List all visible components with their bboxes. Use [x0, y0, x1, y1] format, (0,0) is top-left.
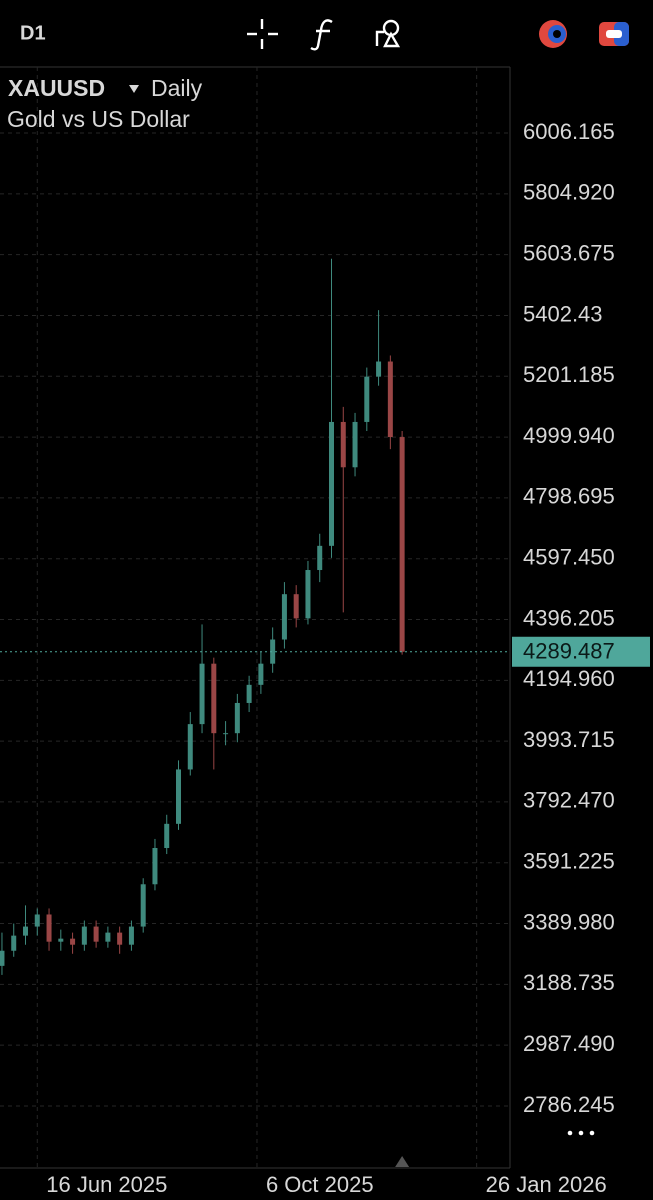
candle-body — [105, 932, 111, 942]
y-tick-label: 3389.980 — [523, 909, 615, 934]
timeframe-button[interactable]: D1 — [20, 22, 46, 44]
candle-body — [340, 421, 346, 468]
candle-body — [152, 848, 158, 885]
candle-body — [81, 926, 87, 945]
symbol-dropdown[interactable] — [129, 85, 139, 93]
y-tick-label: 3993.715 — [523, 727, 615, 752]
y-tick-label: 4597.450 — [523, 545, 615, 570]
drawing-tools-icon[interactable] — [375, 19, 401, 48]
candle-body — [293, 594, 299, 619]
candle-body — [376, 361, 382, 377]
candle-body — [364, 376, 370, 422]
y-tick-label: 4194.960 — [523, 666, 615, 691]
candle-body — [128, 926, 134, 945]
symbol[interactable]: XAUUSD — [8, 75, 105, 101]
candle-body — [246, 684, 252, 703]
x-tick-label: 26 Jan 2026 — [486, 1172, 607, 1197]
last-price-box — [512, 636, 650, 667]
y-tick-label: 2786.245 — [523, 1092, 615, 1117]
more-button[interactable] — [567, 1130, 595, 1136]
candle-body — [211, 663, 217, 734]
candle-body — [305, 570, 311, 619]
indicators-icon[interactable] — [310, 19, 333, 51]
candle-body — [399, 437, 405, 652]
interval: Daily — [151, 75, 203, 101]
candle-body — [58, 938, 64, 942]
candle-body — [281, 594, 287, 640]
y-tick-label: 2987.490 — [523, 1031, 615, 1056]
candle-body — [46, 914, 52, 942]
candle-body — [199, 663, 205, 725]
candle-body — [234, 702, 240, 734]
candle-body — [23, 926, 28, 936]
candle-body — [93, 926, 99, 942]
candle-body — [387, 361, 393, 438]
y-tick-label: 5201.185 — [523, 362, 615, 387]
y-tick-label: 3792.470 — [523, 788, 615, 813]
y-tick-label: 3188.735 — [523, 970, 615, 995]
plot — [0, 67, 510, 1168]
last-price-label: 4289.487 — [523, 639, 615, 664]
y-tick-label: 5603.675 — [523, 240, 615, 265]
trade-icon[interactable] — [599, 22, 629, 46]
y-tick-label: 4396.205 — [523, 605, 615, 630]
last-bar-marker — [395, 1156, 410, 1167]
symbol-description: Gold vs US Dollar — [7, 106, 190, 132]
candle-body — [11, 935, 17, 951]
x-tick-label: 6 Oct 2025 — [266, 1172, 374, 1197]
candle-body — [329, 421, 334, 546]
candle-body — [176, 769, 181, 824]
candle-body — [70, 938, 76, 945]
y-tick-label: 4798.695 — [523, 484, 615, 509]
y-tick-label: 3591.225 — [523, 849, 615, 874]
candle-body — [317, 545, 323, 571]
candle-body — [0, 950, 5, 966]
y-tick-label: 6006.165 — [523, 119, 615, 144]
candle-body — [117, 932, 123, 945]
candle-body — [34, 914, 40, 927]
candle-body — [164, 823, 170, 849]
candle-body — [187, 724, 193, 770]
candle-body — [258, 663, 264, 685]
candle-body — [223, 733, 229, 735]
candle-body — [352, 421, 358, 468]
quotes-icon[interactable] — [539, 20, 567, 48]
candle-body — [140, 884, 146, 927]
x-tick-label: 16 Jun 2025 — [46, 1172, 167, 1197]
y-tick-label: 5402.43 — [523, 301, 603, 326]
y-tick-label: 5804.920 — [523, 180, 615, 205]
candle-body — [270, 639, 276, 664]
crosshair-icon[interactable] — [247, 19, 278, 49]
y-tick-label: 4999.940 — [523, 423, 615, 448]
